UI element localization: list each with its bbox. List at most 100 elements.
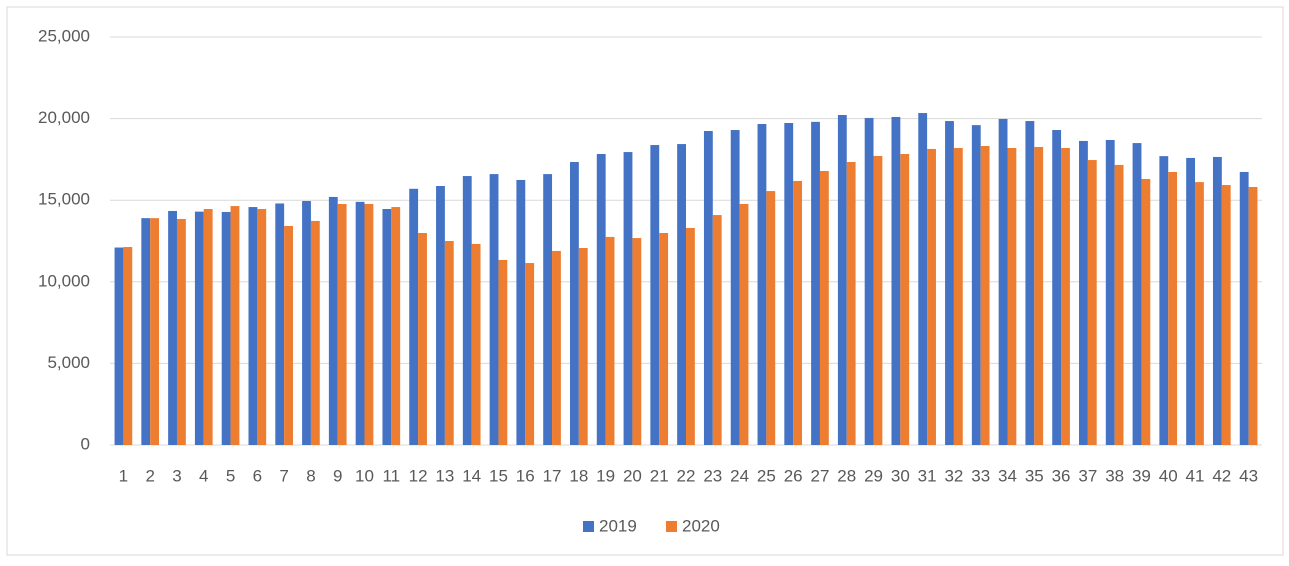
x-tick-label: 29: [864, 466, 883, 485]
bar: [1186, 157, 1196, 445]
bar: [998, 118, 1008, 446]
x-tick-label: 16: [516, 466, 535, 485]
bar: [1132, 143, 1142, 445]
bar: [819, 170, 829, 446]
bar: [1079, 140, 1088, 445]
bar: [543, 174, 553, 445]
bar: [578, 248, 588, 445]
bar: [1034, 146, 1044, 445]
bar: [1141, 178, 1151, 445]
bar: [310, 220, 320, 445]
x-tick-label: 18: [569, 466, 588, 485]
bar: [953, 147, 963, 445]
legend-label: 2019: [599, 516, 637, 535]
bar: [150, 218, 160, 445]
bar: [302, 201, 311, 445]
bar: [686, 227, 695, 445]
bar: [873, 155, 883, 446]
x-tick-label: 9: [333, 466, 342, 485]
x-tick-label: 28: [837, 466, 856, 485]
bar: [1052, 130, 1062, 446]
x-tick-label: 25: [757, 466, 776, 485]
bar: [739, 203, 749, 445]
x-tick-label: 43: [1239, 466, 1258, 485]
x-tick-label: 22: [677, 466, 696, 485]
y-tick-label: 15,000: [38, 190, 90, 209]
bar: [703, 131, 713, 445]
bar: [203, 209, 213, 445]
bar: [337, 203, 347, 445]
bar: [462, 176, 472, 446]
x-tick-label: 4: [199, 466, 208, 485]
bar: [176, 218, 186, 445]
bar: [409, 188, 419, 445]
x-tick-label: 8: [306, 466, 315, 485]
bar: [364, 203, 374, 445]
legend-swatch: [583, 521, 594, 532]
bar: [1087, 160, 1097, 445]
bar: [837, 115, 847, 446]
x-tick-label: 1: [119, 466, 128, 485]
x-tick-label: 20: [623, 466, 642, 485]
legend-label: 2020: [682, 516, 720, 535]
bar: [1248, 186, 1258, 445]
x-tick-label: 21: [650, 466, 669, 485]
x-tick-label: 40: [1159, 466, 1178, 485]
x-tick-label: 5: [226, 466, 235, 485]
x-tick-label: 35: [1025, 466, 1044, 485]
bar: [927, 148, 936, 445]
bar: [498, 259, 508, 445]
bar: [382, 209, 392, 445]
bar: [623, 152, 633, 445]
bar: [632, 238, 642, 445]
bar: [1114, 164, 1124, 446]
bar: [141, 218, 151, 445]
bar: [846, 162, 856, 445]
y-tick-label: 10,000: [38, 271, 90, 290]
bar: [1239, 171, 1249, 445]
bar: [864, 117, 874, 445]
x-tick-label: 39: [1132, 466, 1151, 485]
x-tick-label: 2: [145, 466, 154, 485]
y-tick-label: 0: [81, 434, 90, 453]
x-tick-label: 37: [1078, 466, 1097, 485]
bar: [605, 236, 615, 445]
bar: [712, 215, 722, 445]
bar: [275, 203, 285, 445]
bar: [1195, 182, 1204, 446]
bar: [471, 243, 481, 445]
x-tick-label: 19: [596, 466, 615, 485]
bar: [793, 180, 803, 446]
x-tick-label: 15: [489, 466, 508, 485]
y-tick-label: 20,000: [38, 108, 90, 127]
x-tick-label: 10: [355, 466, 374, 485]
bar: [221, 211, 231, 445]
bar: [436, 186, 445, 446]
bar: [1105, 139, 1115, 446]
bar: [677, 144, 686, 445]
bar: [194, 211, 204, 445]
bar: [1168, 171, 1178, 445]
x-tick-label: 23: [703, 466, 722, 485]
bar: [918, 113, 928, 445]
bar: [569, 162, 579, 445]
bar: [1007, 147, 1017, 445]
bar: [980, 146, 990, 446]
bar: [257, 209, 267, 445]
x-tick-label: 33: [971, 466, 990, 485]
bar: [945, 121, 954, 445]
x-tick-label: 17: [543, 466, 562, 485]
bar: [1221, 185, 1231, 445]
bar: [900, 154, 910, 445]
bar: [1159, 156, 1169, 446]
bar: [168, 210, 177, 445]
bar: [1061, 147, 1070, 445]
x-tick-label: 42: [1212, 466, 1231, 485]
bar: [730, 130, 740, 446]
bar: [525, 263, 535, 445]
x-tick-label: 27: [810, 466, 829, 485]
bar: [248, 207, 258, 445]
x-tick-label: 12: [409, 466, 428, 485]
x-tick-label: 38: [1105, 466, 1124, 485]
